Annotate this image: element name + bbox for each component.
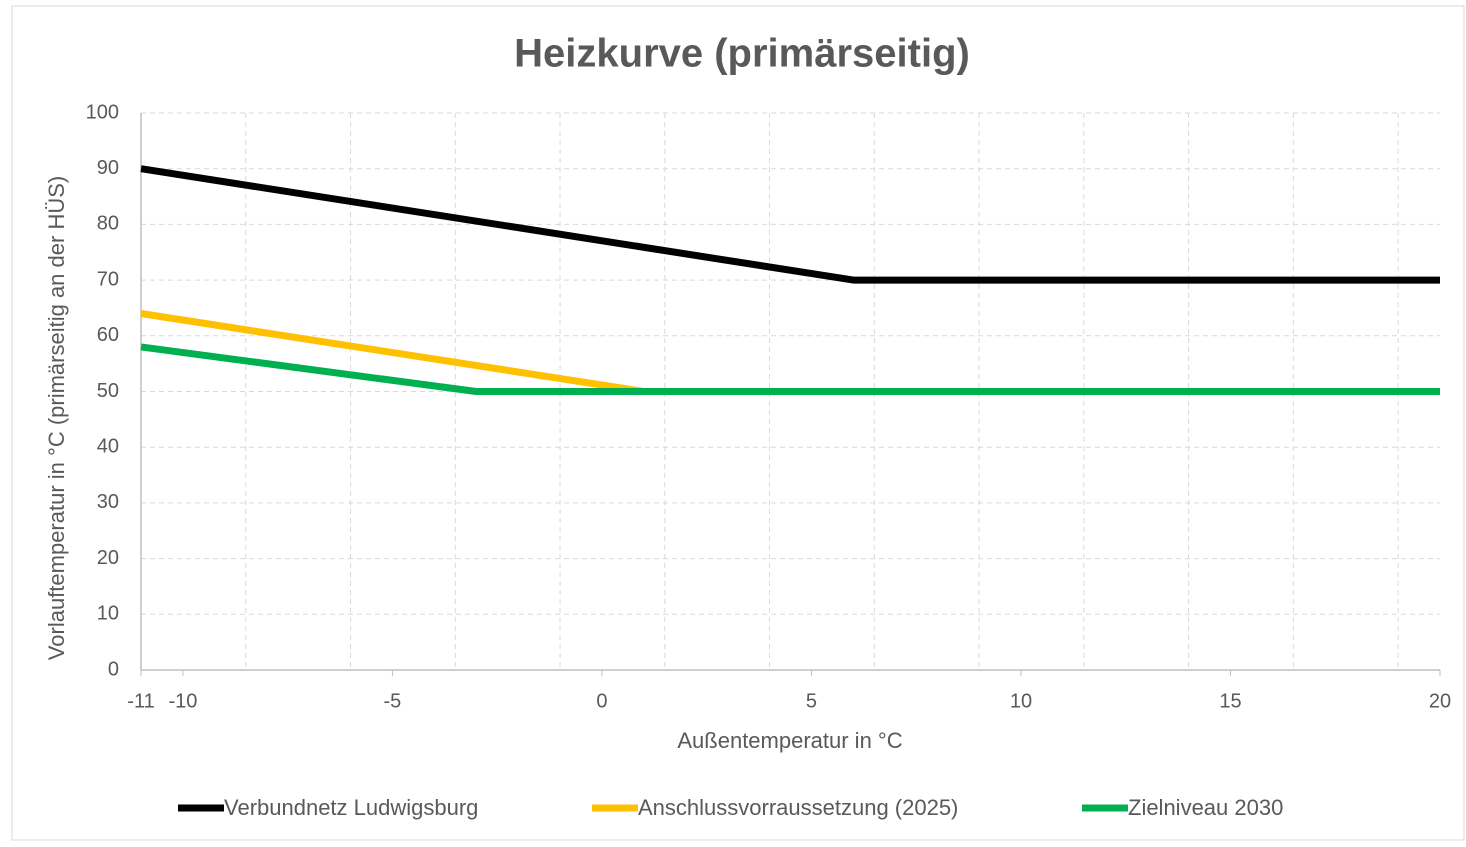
legend-label: Anschlussvorraussetzung (2025): [638, 795, 958, 820]
y-tick-label: 10: [97, 603, 119, 625]
chart-title: Heizkurve (primärseitig): [514, 32, 970, 76]
x-axis-label: Außentemperatur in °C: [677, 728, 902, 753]
x-tick-label: 10: [1010, 690, 1032, 712]
y-tick-label: 20: [97, 547, 119, 569]
y-tick-label: 80: [97, 213, 119, 235]
y-tick-label: 50: [97, 380, 119, 402]
y-tick-label: 60: [97, 324, 119, 346]
y-tick-label: 40: [97, 435, 119, 457]
series-line: [140, 343, 1440, 395]
x-tick-label: -10: [168, 690, 197, 712]
y-tick-label: 30: [97, 491, 119, 513]
legend-label: Zielniveau 2030: [1128, 795, 1283, 820]
x-tick-label: 0: [596, 690, 607, 712]
x-tick-label: 15: [1219, 690, 1241, 712]
y-axis-label: Vorlauftemperatur in °C (primärseitig an…: [44, 176, 69, 660]
y-tick-label: 100: [86, 101, 119, 123]
y-tick-label: 90: [97, 157, 119, 179]
legend-label: Verbundnetz Ludwigsburg: [224, 795, 478, 820]
x-tick-label: -11: [127, 690, 154, 712]
chart-frame: [11, 5, 1465, 841]
series-line: [140, 165, 1440, 284]
y-tick-label: 70: [97, 268, 119, 290]
x-tick-label: 20: [1429, 690, 1451, 712]
y-tick-label: 0: [108, 658, 119, 680]
x-tick-label: -5: [384, 690, 402, 712]
x-tick-label: 5: [806, 690, 817, 712]
